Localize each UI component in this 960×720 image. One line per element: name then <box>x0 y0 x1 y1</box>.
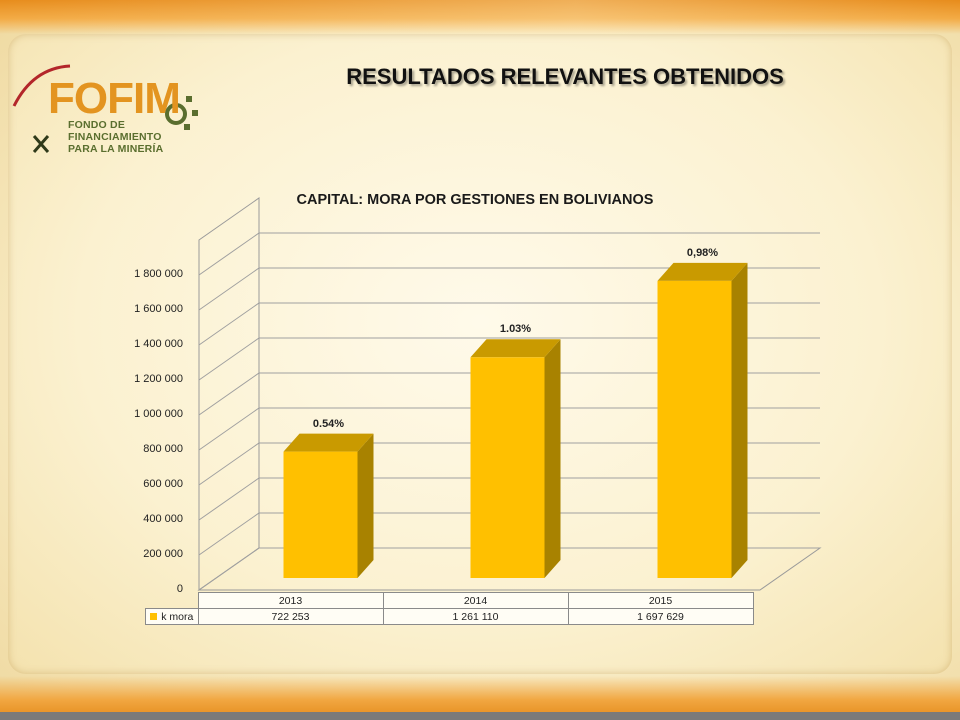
logo-wordmark: FOFIM <box>48 74 181 123</box>
y-tick-label: 1 800 000 <box>134 268 183 280</box>
y-tick-label: 800 000 <box>143 443 183 455</box>
bar <box>657 280 732 578</box>
table-value-2013: 722 253 <box>197 608 384 625</box>
table-value-2014: 1 261 110 <box>382 608 569 625</box>
chart-title: CAPITAL: MORA POR GESTIONES EN BOLIVIANO… <box>296 192 654 208</box>
chart-data-table: 2013 2014 2015 k mora 722 253 1 261 110 … <box>145 592 754 625</box>
y-tick-label: 600 000 <box>143 478 183 490</box>
y-tick-label: 1 000 000 <box>134 408 183 420</box>
logo-line-3: PARA LA MINERÍA <box>68 143 164 155</box>
legend-cell: k mora <box>145 608 199 625</box>
logo-line-1: FONDO DE <box>68 119 126 131</box>
fofim-logo: FOFIM FONDO DE FINANCIAMIENTO PARA LA MI… <box>8 62 208 162</box>
bar <box>283 451 358 578</box>
bar-top <box>657 262 748 281</box>
y-tick-label: 1 400 000 <box>134 338 183 350</box>
table-header-2015: 2015 <box>567 592 754 609</box>
logo-mark-icon <box>12 64 198 153</box>
bar-side <box>544 339 561 578</box>
bar-side <box>357 433 374 578</box>
table-value-2015: 1 697 629 <box>567 608 754 625</box>
y-tick-label: 400 000 <box>143 513 183 525</box>
y-tick-label: 0 <box>176 583 183 595</box>
table-row: k mora 722 253 1 261 110 1 697 629 <box>145 608 754 625</box>
slide-title: RESULTADOS RELEVANTES OBTENIDOS <box>346 64 784 89</box>
top-decorative-band <box>0 0 960 34</box>
bar <box>470 357 545 578</box>
logo-line-2: FINANCIAMIENTO <box>68 131 162 143</box>
bottom-strip <box>0 712 960 720</box>
bar-top <box>283 433 374 452</box>
bar-data-label: 0,98% <box>686 246 719 259</box>
y-tick-label: 1 600 000 <box>134 303 183 315</box>
legend-swatch-icon <box>150 613 158 621</box>
y-tick-label: 200 000 <box>143 548 183 560</box>
legend-series-label: k mora <box>161 610 194 623</box>
bar-data-label: 0.54% <box>312 417 345 430</box>
table-header-2014: 2014 <box>382 592 569 609</box>
bar-top <box>470 339 561 358</box>
bar-side <box>731 262 748 578</box>
table-header-2013: 2013 <box>197 592 384 609</box>
table-header-row: 2013 2014 2015 <box>146 592 754 609</box>
y-tick-label: 1 200 000 <box>134 373 183 385</box>
bar-data-label: 1.03% <box>499 323 532 336</box>
table-corner-cell <box>146 593 199 609</box>
